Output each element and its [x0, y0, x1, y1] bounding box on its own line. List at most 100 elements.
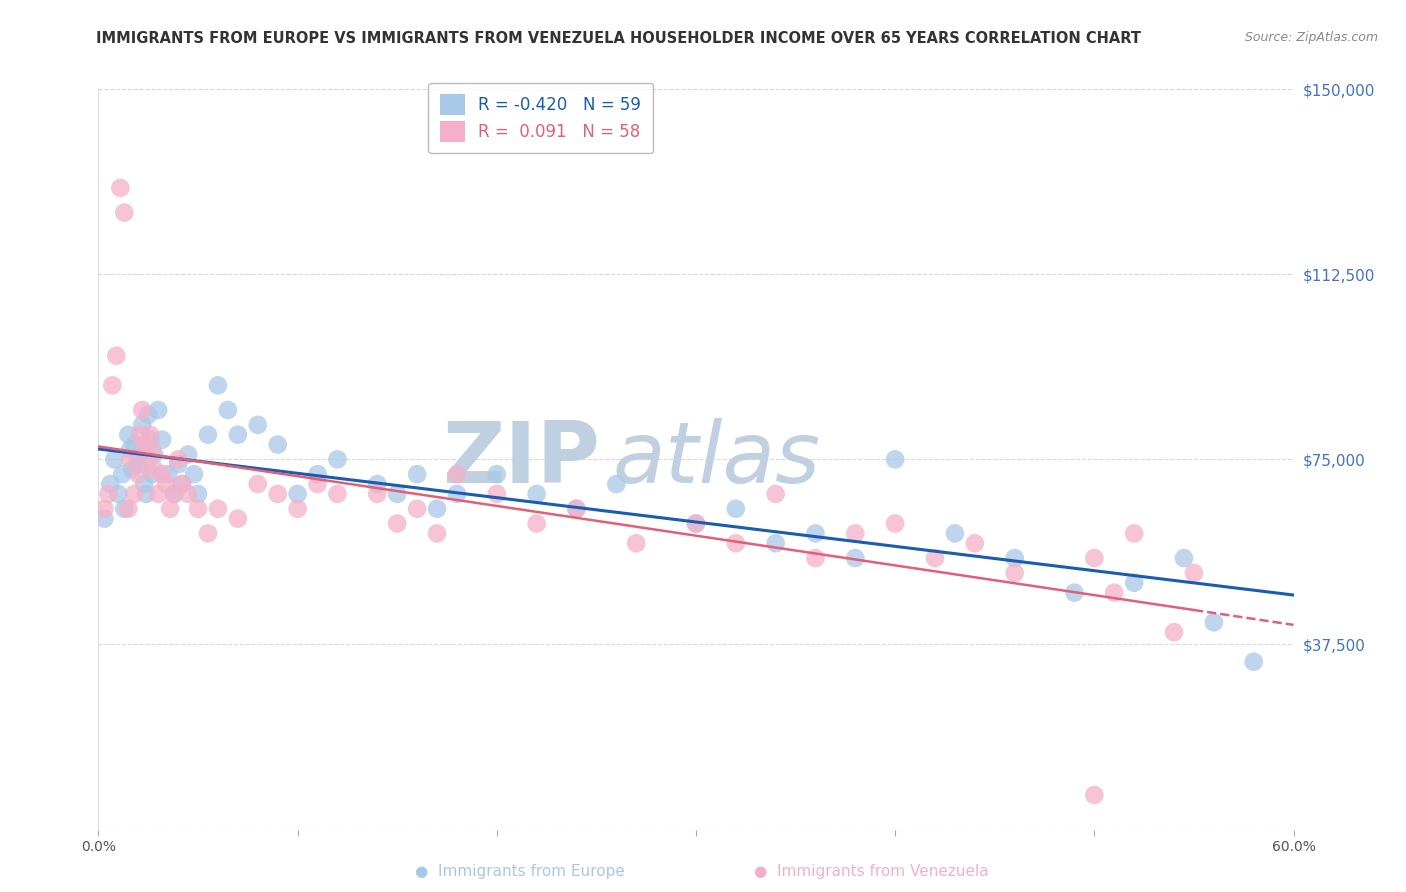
Point [97, 487, 120, 501]
Text: ●  Immigrants from Venezuela: ● Immigrants from Venezuela [755, 864, 988, 879]
Point [1123, 575, 1146, 590]
Point [98, 477, 122, 491]
Point [177, 447, 200, 461]
Point [267, 437, 290, 451]
Point [207, 501, 229, 516]
Point [127, 458, 149, 472]
Text: IMMIGRANTS FROM EUROPE VS IMMIGRANTS FROM VENEZUELA HOUSEHOLDER INCOME OVER 65 Y: IMMIGRANTS FROM EUROPE VS IMMIGRANTS FRO… [96, 31, 1142, 46]
Point [326, 452, 349, 467]
Point [163, 487, 186, 501]
Point [426, 501, 449, 516]
Point [446, 467, 468, 482]
Point [121, 462, 143, 476]
Legend: R = -0.420   N = 59, R =  0.091   N = 58: R = -0.420 N = 59, R = 0.091 N = 58 [429, 83, 652, 153]
Point [526, 516, 548, 531]
Point [406, 501, 429, 516]
Point [120, 442, 142, 457]
Point [924, 551, 946, 566]
Point [112, 501, 135, 516]
Point [844, 551, 866, 566]
Point [844, 526, 866, 541]
Point [141, 467, 163, 482]
Point [117, 501, 139, 516]
Point [103, 452, 125, 467]
Point [526, 487, 548, 501]
Point [148, 487, 170, 501]
Point [157, 467, 180, 482]
Point [1182, 566, 1205, 580]
Point [1243, 655, 1265, 669]
Point [143, 447, 166, 461]
Point [150, 433, 173, 447]
Point [605, 477, 627, 491]
Point [724, 501, 747, 516]
Point [963, 536, 986, 550]
Point [765, 487, 787, 501]
Point [155, 477, 177, 491]
Point [101, 378, 124, 392]
Point [129, 427, 152, 442]
Point [1063, 585, 1085, 599]
Point [1004, 551, 1026, 566]
Point [167, 458, 190, 472]
Point [326, 487, 349, 501]
Point [167, 452, 190, 467]
Point [446, 487, 468, 501]
Point [1173, 551, 1195, 566]
Point [217, 403, 239, 417]
Point [1083, 788, 1105, 802]
Point [159, 501, 181, 516]
Point [136, 452, 159, 467]
Point [163, 487, 186, 501]
Point [724, 536, 747, 550]
Point [177, 487, 200, 501]
Point [93, 501, 115, 516]
Point [124, 437, 146, 451]
Point [267, 487, 290, 501]
Point [226, 511, 249, 525]
Point [187, 501, 209, 516]
Point [366, 487, 388, 501]
Point [307, 477, 329, 491]
Point [565, 501, 588, 516]
Point [804, 526, 827, 541]
Point [207, 378, 229, 392]
Point [366, 477, 388, 491]
Point [197, 526, 219, 541]
Point [172, 477, 194, 491]
Point [1083, 551, 1105, 566]
Point [111, 467, 134, 482]
Point [226, 427, 249, 442]
Point [426, 526, 449, 541]
Point [187, 487, 209, 501]
Point [131, 403, 153, 417]
Point [139, 433, 162, 447]
Point [150, 467, 173, 482]
Point [246, 417, 269, 432]
Point [117, 427, 139, 442]
Point [112, 205, 135, 219]
Point [765, 536, 787, 550]
Text: ●  Immigrants from Europe: ● Immigrants from Europe [415, 864, 626, 879]
Point [307, 467, 329, 482]
Point [129, 447, 152, 461]
Point [1123, 526, 1146, 541]
Point [136, 408, 159, 422]
Point [943, 526, 966, 541]
Point [197, 427, 219, 442]
Point [143, 462, 166, 476]
Point [1104, 585, 1126, 599]
Point [485, 467, 508, 482]
Point [139, 427, 162, 442]
Point [1004, 566, 1026, 580]
Point [1202, 615, 1225, 630]
Point [183, 467, 205, 482]
Point [135, 487, 157, 501]
Point [131, 417, 153, 432]
Point [685, 516, 707, 531]
Point [110, 181, 132, 195]
Point [287, 501, 309, 516]
Text: atlas: atlas [613, 417, 820, 501]
Point [134, 477, 156, 491]
Point [385, 516, 409, 531]
